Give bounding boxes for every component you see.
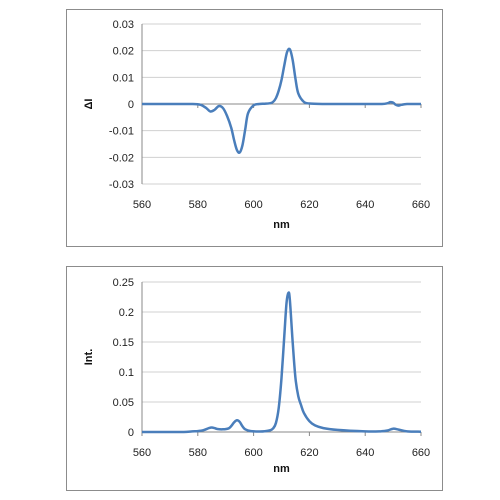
x-tick-label: 560 [133, 199, 151, 211]
y-axis-title: Int. [83, 349, 95, 366]
x-tick-label: 660 [412, 447, 430, 459]
y-tick-label: -0.02 [109, 152, 134, 164]
y-tick-label: 0.25 [113, 277, 134, 289]
x-tick-label: 620 [300, 199, 318, 211]
chart-intensity: 0.25 0.2 0.15 0.1 0.05 0 560 580 600 620 640 660 nm I… [83, 277, 430, 475]
x-tick-label: 640 [356, 199, 374, 211]
x-tick-label: 620 [300, 447, 318, 459]
x-tick-label: 640 [356, 447, 374, 459]
x-tick-label: 660 [412, 199, 430, 211]
x-tick-label: 580 [189, 447, 207, 459]
x-tick-label: 580 [189, 199, 207, 211]
y-tick-label: 0.01 [113, 72, 134, 84]
chart-panel-intensity: 0.25 0.2 0.15 0.1 0.05 0 560 580 600 620 640 660 nm I… [66, 266, 443, 491]
series-line [142, 291, 422, 434]
series-line [142, 47, 422, 154]
y-tick-label: 0.05 [113, 397, 134, 409]
y-tick-label: 0.03 [113, 19, 134, 31]
y-tick-label: 0.2 [119, 307, 134, 319]
y-tick-label: 0 [128, 427, 134, 439]
y-tick-label: -0.03 [109, 179, 134, 191]
x-axis-title: nm [273, 463, 290, 475]
x-tick-label: 600 [244, 447, 262, 459]
y-tick-label: 0 [128, 99, 134, 111]
y-tick-label: -0.01 [109, 126, 134, 138]
x-tick-label: 560 [133, 447, 151, 459]
y-tick-label: 0.15 [113, 337, 134, 349]
y-axis-title: ΔI [83, 99, 95, 110]
x-tick-label: 600 [244, 199, 262, 211]
y-tick-label: 0.1 [119, 367, 134, 379]
y-tick-label: 0.02 [113, 46, 134, 58]
chart-panel-delta-intensity: 0.03 0.02 0.01 0 -0.01 -0.02 -0.03 560 580 600 620… [66, 9, 443, 247]
x-axis-title: nm [273, 219, 290, 231]
chart-delta-intensity: 0.03 0.02 0.01 0 -0.01 -0.02 -0.03 560 580 600 620… [83, 19, 430, 231]
